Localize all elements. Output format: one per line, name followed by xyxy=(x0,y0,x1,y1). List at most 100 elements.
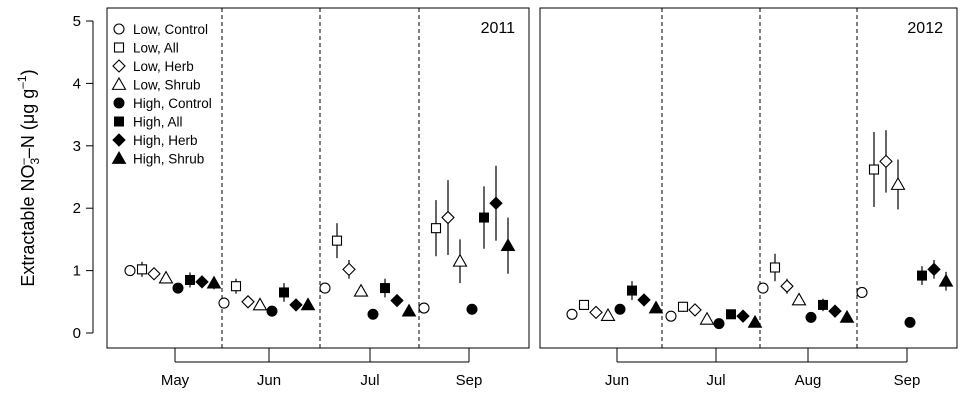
legend-marker xyxy=(112,59,126,73)
data-point xyxy=(430,223,442,234)
panel-2011: 2011 May Jun Jul Sep xyxy=(106,7,530,389)
x-tick-label: Jul xyxy=(706,372,725,389)
data-point xyxy=(688,303,702,317)
data-point xyxy=(353,283,369,297)
data-point xyxy=(757,282,769,294)
panel-2012: 2012 Jun Jul Aug Sep xyxy=(539,7,958,389)
legend-entry: High, Control xyxy=(133,96,212,111)
legend-entry: Low, Control xyxy=(133,22,208,37)
data-point xyxy=(319,282,331,294)
x-tick-label: Jul xyxy=(360,372,379,389)
legend-marker xyxy=(112,133,126,147)
y-axis-title: Extractable NO3––N (μg g–1) xyxy=(15,69,42,286)
data-point xyxy=(279,287,289,298)
data-point xyxy=(600,307,616,321)
data-point xyxy=(839,309,855,323)
data-point xyxy=(367,308,379,320)
data-point xyxy=(713,318,725,330)
data-point xyxy=(648,300,664,314)
y-tick-label: 5 xyxy=(73,13,81,30)
legend-marker xyxy=(113,23,125,35)
data-point xyxy=(331,235,343,246)
x-tick-label: Sep xyxy=(894,372,921,389)
legend-marker xyxy=(111,150,127,164)
data-point xyxy=(466,303,478,315)
y-tick-label: 3 xyxy=(73,138,81,155)
data-point xyxy=(805,311,817,323)
y-tick-label: 1 xyxy=(73,263,81,280)
data-point xyxy=(500,238,516,252)
data-point xyxy=(380,283,390,294)
x-tick-label: Aug xyxy=(795,372,822,389)
legend-marker xyxy=(113,97,125,109)
data-point xyxy=(185,274,195,285)
legend-entry: Low, Shrub xyxy=(133,78,201,93)
data-point xyxy=(289,298,303,312)
legend-entry: High, Herb xyxy=(133,133,198,148)
data-point xyxy=(791,292,807,306)
data-point xyxy=(252,297,268,311)
data-point xyxy=(856,286,868,298)
data-point xyxy=(218,297,230,309)
data-point xyxy=(665,310,677,322)
data-point xyxy=(342,262,356,277)
x-tick-label: May xyxy=(161,372,190,389)
x-tick-label: Jun xyxy=(605,372,629,389)
legend-marker xyxy=(113,42,125,53)
data-point xyxy=(780,279,794,293)
panel-frame xyxy=(106,7,530,349)
data-point xyxy=(747,314,763,328)
data-point xyxy=(879,154,893,169)
data-point xyxy=(172,282,184,294)
data-point xyxy=(736,309,750,323)
data-point xyxy=(479,212,489,223)
data-point xyxy=(868,164,880,175)
data-point xyxy=(147,266,161,281)
data-point xyxy=(904,316,916,328)
data-point xyxy=(401,303,417,317)
y-axis-label: Extractable NO3––N (μg g–1) xyxy=(15,69,42,286)
data-point xyxy=(828,304,842,318)
data-point xyxy=(637,293,651,307)
data-point xyxy=(917,270,927,281)
legend-entry: High, Shrub xyxy=(133,152,204,167)
legend-entry: Low, Herb xyxy=(133,59,194,74)
data-point xyxy=(441,210,455,225)
data-point xyxy=(452,253,468,267)
data-point xyxy=(614,303,626,315)
data-point xyxy=(677,301,689,312)
data-point xyxy=(418,302,430,314)
data-point xyxy=(489,196,503,210)
data-point xyxy=(726,309,736,320)
x-tick-label: Sep xyxy=(456,372,483,389)
data-point xyxy=(927,262,941,277)
year-label: 2011 xyxy=(481,20,516,37)
data-point xyxy=(566,308,578,320)
data-point xyxy=(589,305,603,320)
data-point xyxy=(206,275,222,289)
x-tick-label: Jun xyxy=(257,372,281,389)
legend-marker xyxy=(111,76,127,90)
data-point xyxy=(699,311,715,325)
data-point xyxy=(627,285,637,296)
data-point xyxy=(241,295,255,309)
legend: Low, Control Low, All Low, Herb Low, Shrub H… xyxy=(111,22,212,167)
data-point xyxy=(136,264,148,275)
data-point xyxy=(158,270,174,284)
y-tick-label: 0 xyxy=(73,325,81,342)
data-point xyxy=(266,305,278,317)
y-tick-label: 2 xyxy=(73,200,81,217)
data-point xyxy=(300,297,316,311)
data-point xyxy=(938,273,954,287)
legend-entry: Low, All xyxy=(133,41,179,56)
data-point xyxy=(578,299,590,310)
data-point xyxy=(769,262,781,273)
legend-entry: High, All xyxy=(133,115,183,130)
data-point xyxy=(124,265,136,277)
y-tick-label: 4 xyxy=(73,75,81,92)
panel-frame xyxy=(539,7,958,349)
year-label: 2012 xyxy=(907,20,943,37)
y-axis: 0 1 2 3 4 5 xyxy=(73,13,94,342)
data-point xyxy=(195,275,209,289)
